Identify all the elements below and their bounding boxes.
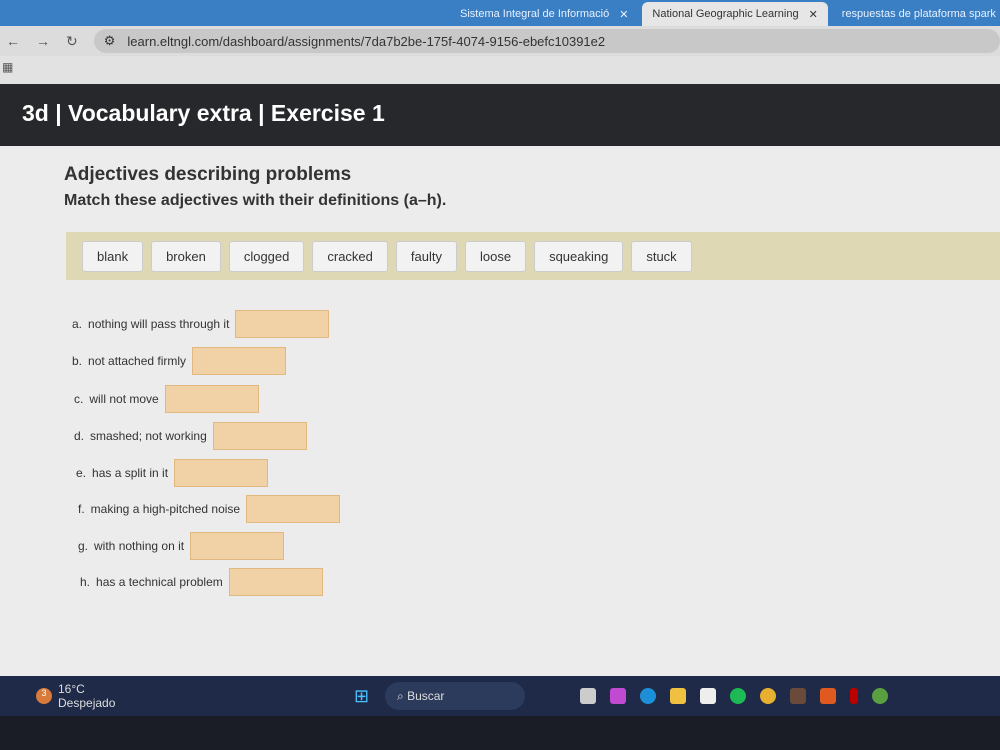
q-label: h.	[80, 575, 91, 589]
search-placeholder: Buscar	[407, 689, 445, 703]
spotify-icon[interactable]	[730, 688, 746, 704]
word-chip[interactable]: stuck	[631, 240, 692, 272]
question-d: d. smashed; not working	[74, 422, 307, 450]
tab-respuestas[interactable]: respuestas de plataforma spark	[832, 2, 1000, 26]
close-icon[interactable]: ✕	[619, 8, 629, 21]
word-chip[interactable]: blank	[82, 240, 144, 272]
tab-national-geographic[interactable]: National Geographic Learning ✕	[642, 2, 828, 26]
q-label: a.	[72, 317, 83, 331]
taskbar: 3 16°C Despejado ⊞ ⌕ Buscar	[0, 676, 1000, 716]
temperature: 16°C	[58, 682, 85, 696]
q-text: nothing will pass through it	[88, 317, 230, 331]
weather-widget[interactable]: 3 16°C Despejado	[36, 682, 115, 710]
word-chip[interactable]: squeaking	[534, 240, 624, 272]
copilot-icon[interactable]	[610, 688, 626, 704]
task-view-icon[interactable]	[580, 688, 596, 704]
q-label: e.	[76, 466, 87, 480]
back-icon[interactable]: ←	[6, 33, 20, 49]
site-info-icon[interactable]: ⚙	[103, 33, 116, 48]
exercise-area: Adjectives describing problems Match the…	[0, 146, 1000, 676]
close-icon[interactable]: ✕	[808, 8, 818, 21]
word-chip[interactable]: cracked	[312, 240, 388, 272]
q-text: has a split in it	[92, 466, 169, 480]
url-field[interactable]: ⚙ learn.eltngl.com/dashboard/assignments/…	[93, 29, 1000, 53]
question-c: c. will not move	[74, 385, 259, 413]
answer-drop-zone[interactable]	[212, 422, 307, 450]
answer-drop-zone[interactable]	[246, 495, 341, 523]
word-chip[interactable]: clogged	[228, 240, 305, 272]
answer-drop-zone[interactable]	[228, 568, 323, 596]
q-text: with nothing on it	[94, 539, 185, 553]
chrome-icon[interactable]	[760, 688, 776, 704]
q-text: not attached firmly	[88, 354, 187, 368]
weather-text: Despejado	[58, 696, 116, 710]
tab-title: Sistema Integral de Informació	[460, 8, 610, 20]
netflix-icon[interactable]	[850, 688, 858, 704]
q-label: d.	[74, 429, 85, 443]
file-explorer-icon[interactable]	[670, 688, 686, 704]
tab-sistema[interactable]: Sistema Integral de Informació ✕	[450, 2, 638, 26]
section-heading: Adjectives describing problems	[64, 164, 352, 185]
question-b: b. not attached firmly	[72, 347, 287, 375]
tab-title: National Geographic Learning	[652, 8, 799, 20]
q-text: will not move	[89, 392, 159, 406]
word-chip[interactable]: loose	[464, 240, 527, 272]
q-text: smashed; not working	[90, 429, 207, 443]
answer-drop-zone[interactable]	[174, 459, 269, 487]
address-bar-row: ← → ↻ ⚙ learn.eltngl.com/dashboard/assign…	[0, 26, 1000, 56]
q-label: g.	[78, 539, 89, 553]
answer-drop-zone[interactable]	[190, 532, 285, 560]
question-a: a. nothing will pass through it	[72, 310, 330, 338]
page-title: 3d | Vocabulary extra | Exercise 1	[0, 84, 1000, 146]
chrome-profile-icon[interactable]	[872, 688, 888, 704]
tab-title: respuestas de plataforma spark	[841, 8, 996, 20]
word-chip[interactable]: faulty	[395, 240, 457, 272]
word-chip[interactable]: broken	[151, 240, 221, 272]
question-e: e. has a split in it	[76, 459, 269, 487]
windows-start-icon[interactable]: ⊞	[354, 685, 370, 706]
question-h: h. has a technical problem	[80, 568, 323, 596]
q-text: has a technical problem	[96, 575, 223, 589]
url-text: learn.eltngl.com/dashboard/assignments/7…	[127, 33, 606, 49]
answer-drop-zone[interactable]	[164, 385, 259, 413]
taskbar-search[interactable]: ⌕ Buscar	[385, 682, 525, 710]
app-icon[interactable]	[820, 688, 836, 704]
word-bank: blank broken clogged cracked faulty loos…	[66, 232, 1000, 280]
question-f: f. making a high-pitched noise	[78, 495, 341, 523]
tab-strip: Sistema Integral de Informació ✕ National…	[0, 0, 1000, 26]
reload-icon[interactable]: ↻	[66, 32, 78, 49]
q-label: c.	[74, 392, 84, 406]
edge-icon[interactable]	[640, 688, 656, 704]
weather-icon: 3	[36, 688, 52, 704]
answer-drop-zone[interactable]	[192, 347, 287, 375]
q-text: making a high-pitched noise	[90, 502, 241, 516]
bookmarks-bar: ▦	[0, 56, 1000, 84]
apps-grid-icon[interactable]: ▦	[2, 60, 14, 74]
game-icon[interactable]	[790, 688, 806, 704]
forward-icon[interactable]: →	[36, 33, 50, 49]
store-icon[interactable]	[700, 688, 716, 704]
answer-drop-zone[interactable]	[235, 310, 330, 338]
instruction: Match these adjectives with their defini…	[64, 192, 447, 209]
q-label: b.	[72, 354, 83, 368]
question-g: g. with nothing on it	[78, 532, 285, 560]
q-label: f.	[78, 502, 85, 516]
